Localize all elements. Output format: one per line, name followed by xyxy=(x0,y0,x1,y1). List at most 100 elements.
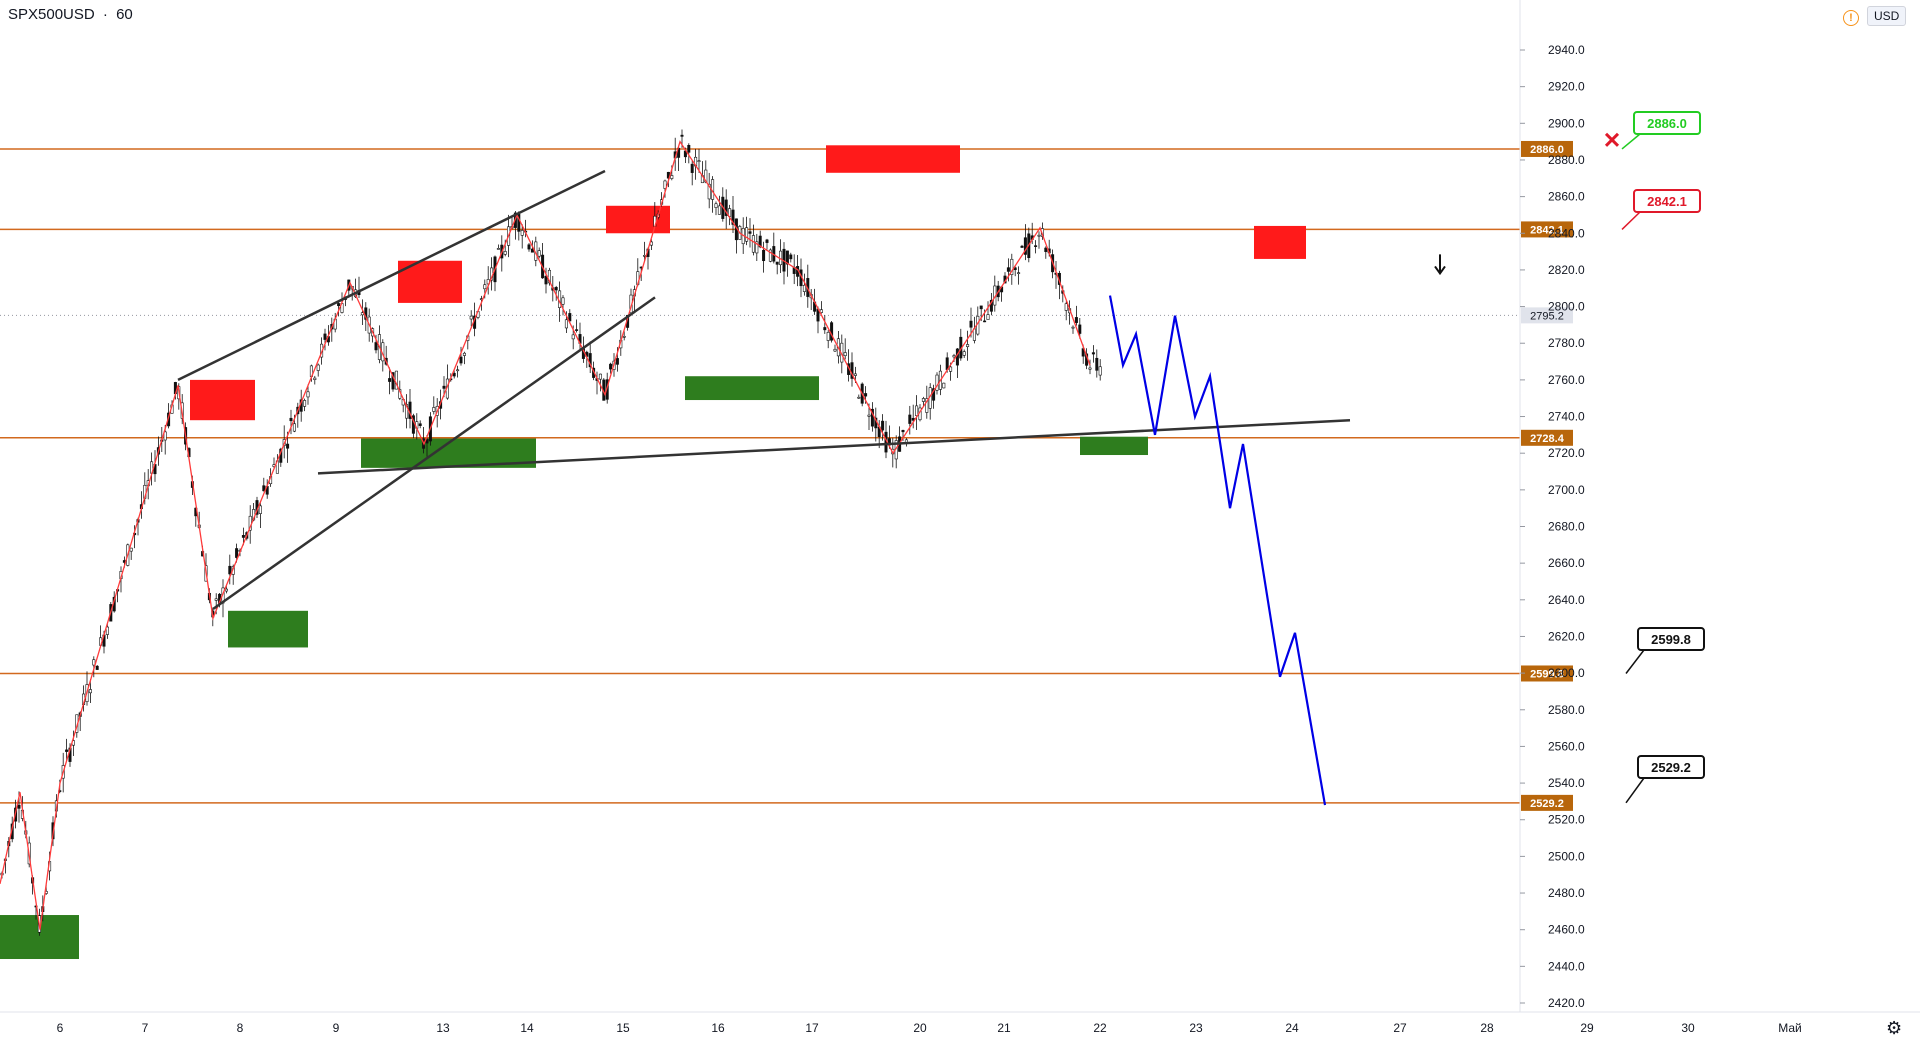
y-tick-label: 2900.0 xyxy=(1548,116,1585,130)
candle-body xyxy=(391,372,395,390)
x-tick-label: 9 xyxy=(333,1021,340,1035)
callout-pointer xyxy=(1621,211,1641,230)
x-tick-label: 20 xyxy=(913,1021,927,1035)
candle-body xyxy=(289,417,293,422)
trendline xyxy=(177,169,606,382)
x-mark-icon xyxy=(1604,132,1620,147)
x-tick-label: 14 xyxy=(520,1021,534,1035)
level-price-tag xyxy=(1521,665,1573,682)
candle-body xyxy=(687,145,691,153)
candle-body xyxy=(751,235,755,253)
candle-body xyxy=(316,364,320,371)
candle-body xyxy=(1023,237,1027,255)
y-tick-label: 2540.0 xyxy=(1548,776,1585,790)
candle-body xyxy=(609,363,613,370)
candle-body xyxy=(755,241,759,254)
candle-body xyxy=(1010,258,1014,275)
candle-body xyxy=(224,588,228,592)
x-tick-label: 29 xyxy=(1580,1021,1594,1035)
candle-body xyxy=(775,261,779,265)
candle-body xyxy=(925,398,929,413)
currency-button[interactable]: USD xyxy=(1867,6,1907,26)
candle-body xyxy=(949,366,953,372)
candle-body xyxy=(823,327,827,331)
settings-gear-icon[interactable]: ⚙ xyxy=(1886,1018,1903,1038)
x-tick-label: 27 xyxy=(1393,1021,1407,1035)
candle-body xyxy=(768,249,772,262)
resistance-zone xyxy=(826,145,960,173)
candle-body xyxy=(452,372,456,377)
candle-body xyxy=(105,626,109,635)
candle-body xyxy=(564,319,568,329)
callout-box xyxy=(1637,755,1705,779)
header-separator: · xyxy=(102,6,108,23)
candle-body xyxy=(986,314,990,320)
candle-body xyxy=(745,227,749,242)
candle-body xyxy=(95,665,99,670)
candle-body xyxy=(588,353,592,368)
x-tick-label: 8 xyxy=(237,1021,244,1035)
trendline xyxy=(317,418,1351,475)
candle-body xyxy=(520,230,524,236)
level-price-tag xyxy=(1521,429,1573,446)
y-tick-label: 2440.0 xyxy=(1548,959,1585,973)
candle-body xyxy=(819,309,823,313)
candle-body xyxy=(571,334,575,340)
chart-header[interactable]: SPX500USD · 60 xyxy=(8,6,137,23)
callout-label: 2886.0 xyxy=(1647,116,1687,131)
candle-body xyxy=(561,297,565,305)
interval[interactable]: 60 xyxy=(116,6,133,23)
candle-body xyxy=(503,251,507,255)
candle-body xyxy=(1091,352,1095,355)
candle-body xyxy=(615,358,619,365)
candle-body xyxy=(537,250,541,257)
level-price-tag xyxy=(1521,221,1573,238)
level-price-tag-label: 2842.1 xyxy=(1530,224,1564,236)
candle-body xyxy=(670,175,674,179)
candle-body xyxy=(1006,267,1010,272)
callout-label: 2842.1 xyxy=(1647,194,1687,209)
current-price-tag-label: 2795.2 xyxy=(1530,310,1564,322)
candle-body xyxy=(714,203,718,208)
x-tick-label: 16 xyxy=(711,1021,725,1035)
level-price-tag xyxy=(1521,140,1573,157)
callout-box xyxy=(1633,189,1701,213)
callout-label: 2529.2 xyxy=(1651,760,1691,775)
trendline xyxy=(212,296,656,610)
candle-body xyxy=(697,160,701,162)
y-tick-label: 2600.0 xyxy=(1548,666,1585,680)
candle-body xyxy=(989,299,993,312)
candle-body xyxy=(1017,272,1021,274)
resistance-zone xyxy=(190,379,255,421)
candle-body xyxy=(921,398,925,402)
candle-body xyxy=(1020,245,1024,248)
candle-body xyxy=(303,400,307,407)
candle-body xyxy=(1095,357,1099,371)
candle-body xyxy=(418,423,422,426)
candle-body xyxy=(462,352,466,356)
candle-body xyxy=(826,331,830,341)
x-tick-label: 23 xyxy=(1189,1021,1203,1035)
candle-body xyxy=(1074,317,1078,323)
candle-body xyxy=(17,804,21,809)
down-arrow-icon xyxy=(1434,254,1446,276)
candle-body xyxy=(867,414,871,417)
alert-icon[interactable]: ! xyxy=(1843,10,1859,26)
y-tick-label: 2700.0 xyxy=(1548,483,1585,497)
projection-path xyxy=(1108,295,1327,806)
candle-body xyxy=(527,244,531,250)
candle-body xyxy=(1088,367,1092,370)
y-tick-label: 2460.0 xyxy=(1548,923,1585,937)
callout-box xyxy=(1633,111,1701,135)
candle-body xyxy=(966,344,970,348)
callout-label: 2599.8 xyxy=(1651,632,1691,647)
x-tick-label: 13 xyxy=(436,1021,450,1035)
y-tick-label: 2840.0 xyxy=(1548,226,1585,240)
y-tick-label: 2780.0 xyxy=(1548,336,1585,350)
candle-body xyxy=(262,485,266,492)
y-tick-label: 2520.0 xyxy=(1548,813,1585,827)
support-zone xyxy=(685,376,819,401)
symbol-name[interactable]: SPX500USD xyxy=(8,6,95,23)
candle-body xyxy=(717,205,721,215)
